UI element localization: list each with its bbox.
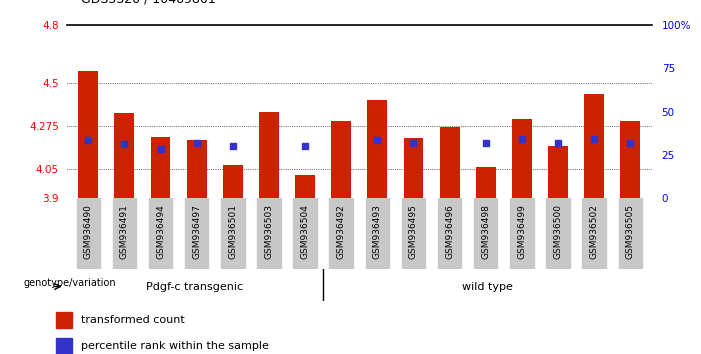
Bar <box>476 167 496 198</box>
Point <box>83 138 94 143</box>
Bar <box>114 113 135 198</box>
Bar <box>257 198 280 269</box>
Bar <box>185 198 208 269</box>
Point <box>480 141 491 146</box>
Bar <box>76 198 100 269</box>
Bar <box>56 338 72 354</box>
Point <box>552 141 564 146</box>
Text: Pdgf-c transgenic: Pdgf-c transgenic <box>147 281 243 292</box>
Bar <box>404 138 423 198</box>
Bar <box>367 100 387 198</box>
Bar <box>56 312 72 328</box>
Bar <box>259 112 279 198</box>
Point <box>155 146 166 152</box>
Bar <box>510 198 533 269</box>
Point <box>227 143 238 149</box>
Bar <box>620 121 640 198</box>
Point <box>299 143 311 149</box>
Bar <box>295 175 315 198</box>
Text: GSM936494: GSM936494 <box>156 204 165 259</box>
Bar <box>548 146 568 198</box>
Bar <box>221 198 245 269</box>
Bar <box>438 198 461 269</box>
Text: GSM936502: GSM936502 <box>590 204 599 259</box>
Bar <box>79 71 98 198</box>
Point <box>625 141 636 146</box>
Text: wild type: wild type <box>462 281 513 292</box>
Text: GSM936496: GSM936496 <box>445 204 454 259</box>
Point <box>589 137 600 142</box>
Bar <box>223 165 243 198</box>
Bar <box>332 121 351 198</box>
Text: GSM936495: GSM936495 <box>409 204 418 259</box>
Bar <box>474 198 498 269</box>
Point <box>118 142 130 147</box>
Text: GSM936497: GSM936497 <box>192 204 201 259</box>
Bar <box>546 198 570 269</box>
Bar <box>186 141 207 198</box>
Text: GSM936491: GSM936491 <box>120 204 129 259</box>
Text: GSM936499: GSM936499 <box>517 204 526 259</box>
Point <box>372 138 383 143</box>
Bar <box>329 198 353 269</box>
Bar <box>293 198 317 269</box>
Bar <box>402 198 426 269</box>
Bar <box>113 198 136 269</box>
Point <box>516 137 527 142</box>
Bar <box>584 94 604 198</box>
Bar <box>149 198 172 269</box>
Text: GSM936498: GSM936498 <box>481 204 490 259</box>
Text: GSM936493: GSM936493 <box>373 204 382 259</box>
Bar <box>151 137 170 198</box>
Text: GSM936504: GSM936504 <box>301 204 310 259</box>
Text: GSM936505: GSM936505 <box>626 204 634 259</box>
Point <box>191 141 203 146</box>
Text: genotype/variation: genotype/variation <box>23 278 116 289</box>
Bar <box>583 198 606 269</box>
Bar <box>512 119 532 198</box>
Bar <box>440 127 460 198</box>
Text: GSM936500: GSM936500 <box>554 204 562 259</box>
Bar <box>366 198 389 269</box>
Text: GSM936503: GSM936503 <box>264 204 273 259</box>
Text: transformed count: transformed count <box>81 315 185 325</box>
Text: GSM936490: GSM936490 <box>84 204 93 259</box>
Text: percentile rank within the sample: percentile rank within the sample <box>81 341 269 351</box>
Bar <box>618 198 642 269</box>
Text: GDS5320 / 10469801: GDS5320 / 10469801 <box>81 0 215 5</box>
Text: GSM936501: GSM936501 <box>229 204 238 259</box>
Point <box>408 141 419 146</box>
Text: GSM936492: GSM936492 <box>336 204 346 259</box>
